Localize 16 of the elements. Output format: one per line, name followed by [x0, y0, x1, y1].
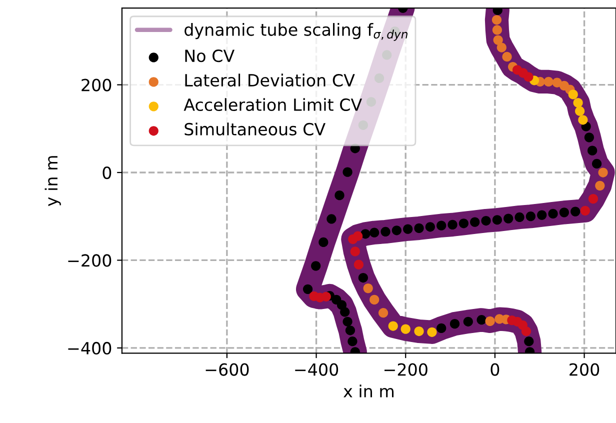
x-tick-label: −600 [206, 363, 249, 376]
x-tick-label: −400 [295, 363, 338, 376]
x-tick-label: −200 [384, 363, 428, 376]
legend-label: Simultaneous CV [184, 122, 326, 136]
y-tick-label: −400 [68, 342, 112, 355]
y-tick-label: 200 [82, 78, 112, 92]
legend-label: Acceleration Limit CV [184, 98, 362, 112]
y-tick-label: 0 [102, 166, 112, 180]
legend-label: Lateral Deviation CV [185, 74, 355, 87]
x-tick-label: 0 [490, 363, 500, 376]
x-axis-title: x in m [344, 384, 394, 398]
legend-label: dynamic tube scaling f$_{σ,dyn}$ [184, 23, 408, 41]
legend-label: No CV [185, 50, 234, 62]
y-tick-label: −200 [68, 254, 112, 267]
y-axis-title: y in m [44, 156, 61, 206]
x-tick-label: 200 [570, 363, 600, 376]
